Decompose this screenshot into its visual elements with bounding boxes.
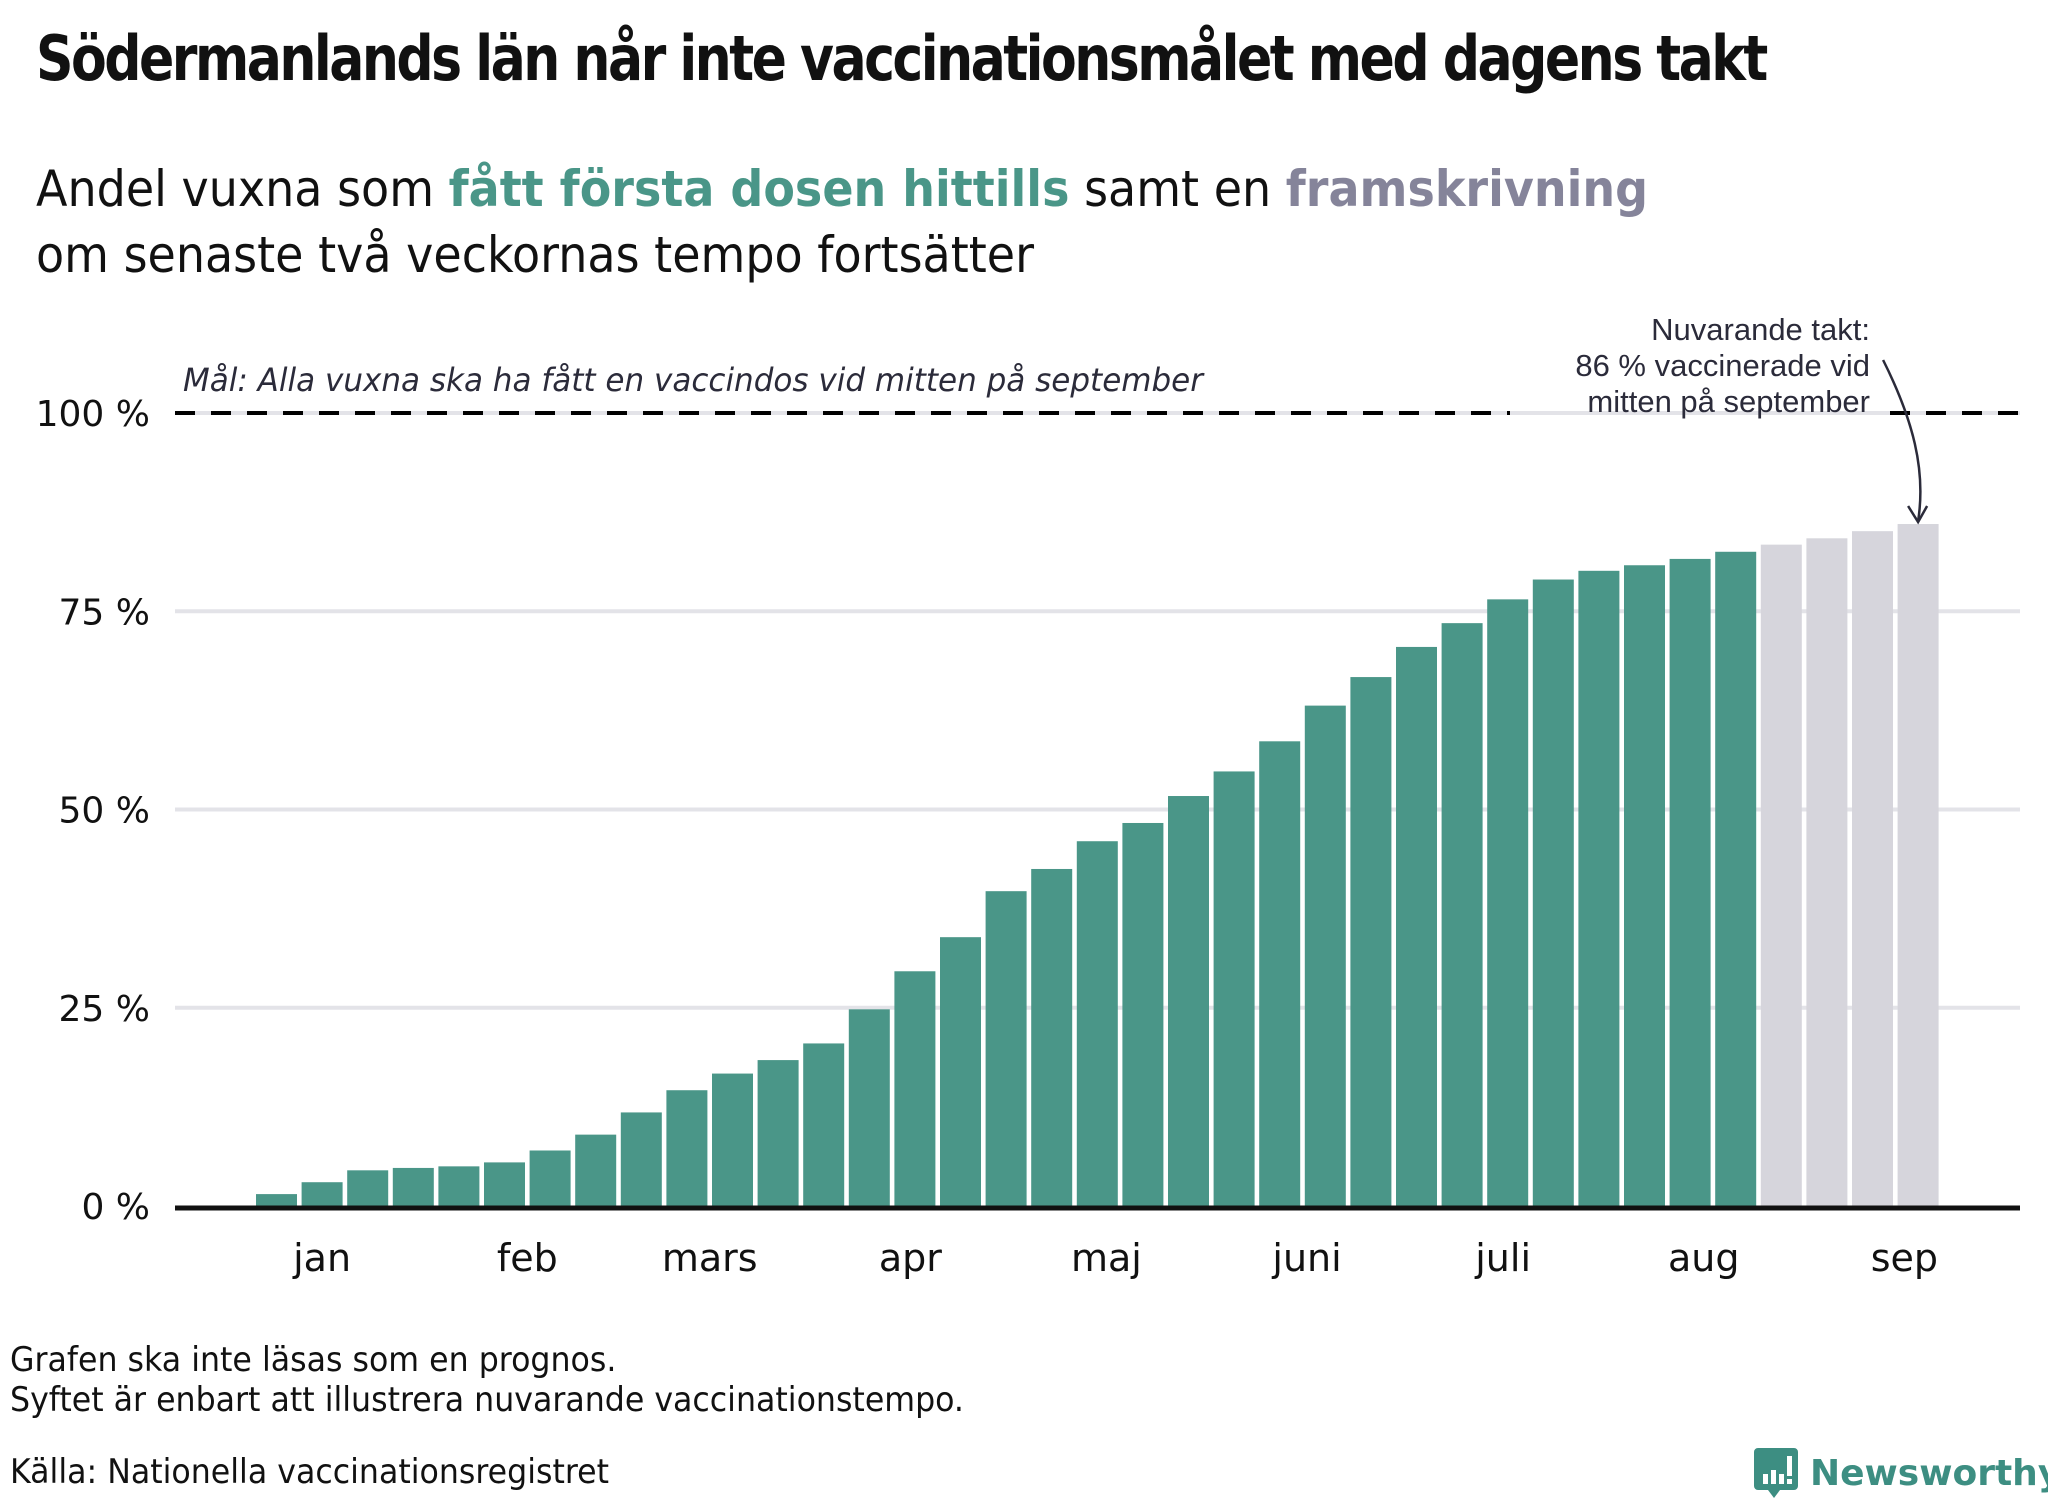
bar-chart: 0 % 25 % 50 % 75 % 100 % Mål: Alla vuxna ska… [36, 312, 2020, 1280]
subtitle-highlight-actual: fått första dosen hittills [448, 160, 1070, 218]
y-tick-label: 50 % [59, 791, 150, 832]
bar-actual [1350, 677, 1392, 1206]
bar-actual [392, 1167, 434, 1206]
bar-actual [757, 1060, 799, 1206]
x-tick-label: sep [1871, 1236, 1938, 1280]
bar-actual [301, 1182, 343, 1206]
bar-actual [1624, 565, 1665, 1206]
bar-actual [575, 1134, 617, 1206]
subtitle-text: samt en [1069, 160, 1286, 218]
x-axis-month-labels: jan feb mars apr maj juni juli aug sep [292, 1236, 1938, 1280]
footnote-line-1: Grafen ska inte läsas som en prognos. [10, 1340, 617, 1380]
goal-line-label: Mål: Alla vuxna ska ha fått en vaccindos… [183, 361, 1205, 399]
annotation-arrow [1881, 359, 1922, 522]
bar-actual [848, 1009, 890, 1206]
y-tick-label: 100 % [36, 394, 150, 435]
x-tick-label: mars [662, 1236, 758, 1280]
bar-actual [803, 1043, 845, 1206]
bar-actual [1487, 599, 1529, 1206]
bars [256, 524, 1939, 1206]
y-tick-label: 75 % [59, 592, 150, 633]
source-label: Källa: Nationella vaccinationsregistret [10, 1452, 610, 1492]
footnote-line-2: Syftet är enbart att illustrera nuvarand… [10, 1380, 964, 1420]
bar-actual [894, 971, 936, 1206]
x-tick-label: jan [292, 1236, 351, 1280]
logo-text: Newsworthy [1810, 1452, 2048, 1494]
x-tick-label: juli [1474, 1236, 1531, 1280]
newsworthy-logo: Newsworthy [1754, 1448, 2048, 1498]
x-tick-label: apr [879, 1236, 942, 1280]
bar-actual [1715, 551, 1757, 1206]
bar-actual [1578, 570, 1620, 1206]
goal-line-group: Mål: Alla vuxna ska ha fått en vaccindos… [175, 361, 2020, 415]
bar-projection [1760, 544, 1802, 1206]
bar-actual [1168, 796, 1209, 1206]
footnote: Grafen ska inte läsas som en prognos. Sy… [10, 1340, 964, 1420]
arrow-head-icon [1907, 505, 1929, 525]
y-axis-tick-labels: 0 % 25 % 50 % 75 % 100 % [36, 394, 150, 1228]
bar-actual [620, 1112, 662, 1206]
subtitle-line-1: Andel vuxna som fått första dosen hittil… [36, 156, 1648, 222]
bar-actual [529, 1150, 571, 1206]
annotation-text-line: mitten på september [1587, 384, 1870, 419]
bar-actual [666, 1090, 708, 1206]
bar-actual [347, 1170, 389, 1206]
bar-projection [1852, 531, 1893, 1206]
annotation-text-line: Nuvarande takt: [1651, 312, 1870, 347]
bar-actual [940, 937, 981, 1206]
subtitle-highlight-projection: framskrivning [1285, 160, 1649, 218]
bar-actual [1396, 646, 1437, 1206]
bar-projection [1806, 538, 1848, 1206]
bar-actual [1304, 705, 1346, 1206]
bar-actual [1669, 558, 1711, 1206]
bar-actual [1122, 822, 1164, 1206]
bar-actual [484, 1162, 525, 1206]
bar-actual [1259, 741, 1301, 1206]
bar-actual [1441, 623, 1483, 1206]
bar-actual [985, 891, 1027, 1206]
bar-actual [1076, 841, 1118, 1206]
y-tick-label: 0 % [81, 1187, 150, 1228]
bar-actual [438, 1166, 480, 1206]
bar-projection [1897, 524, 1939, 1206]
chart-subtitle: Andel vuxna som fått första dosen hittil… [36, 156, 1648, 288]
bar-actual [1031, 868, 1073, 1206]
bar-actual [1213, 771, 1255, 1206]
y-tick-label: 25 % [59, 989, 150, 1030]
chart-title: Södermanlands län når inte vaccinationsm… [36, 22, 1768, 95]
annotation-text-line: 86 % vaccinerade vid [1575, 348, 1870, 383]
bar-actual [256, 1194, 297, 1206]
x-tick-label: juni [1271, 1236, 1341, 1280]
x-tick-label: aug [1668, 1236, 1740, 1280]
subtitle-text: Andel vuxna som [36, 160, 449, 218]
annotation-group: Nuvarande takt:86 % vaccinerade vidmitte… [1575, 312, 1929, 525]
x-tick-label: maj [1071, 1236, 1142, 1280]
subtitle-line-2: om senaste två veckornas tempo fortsätte… [36, 226, 1035, 284]
bar-actual [712, 1073, 753, 1206]
bar-actual [1532, 579, 1574, 1206]
newsworthy-chart-bubble-icon [1754, 1448, 1798, 1498]
x-tick-label: feb [497, 1236, 558, 1280]
